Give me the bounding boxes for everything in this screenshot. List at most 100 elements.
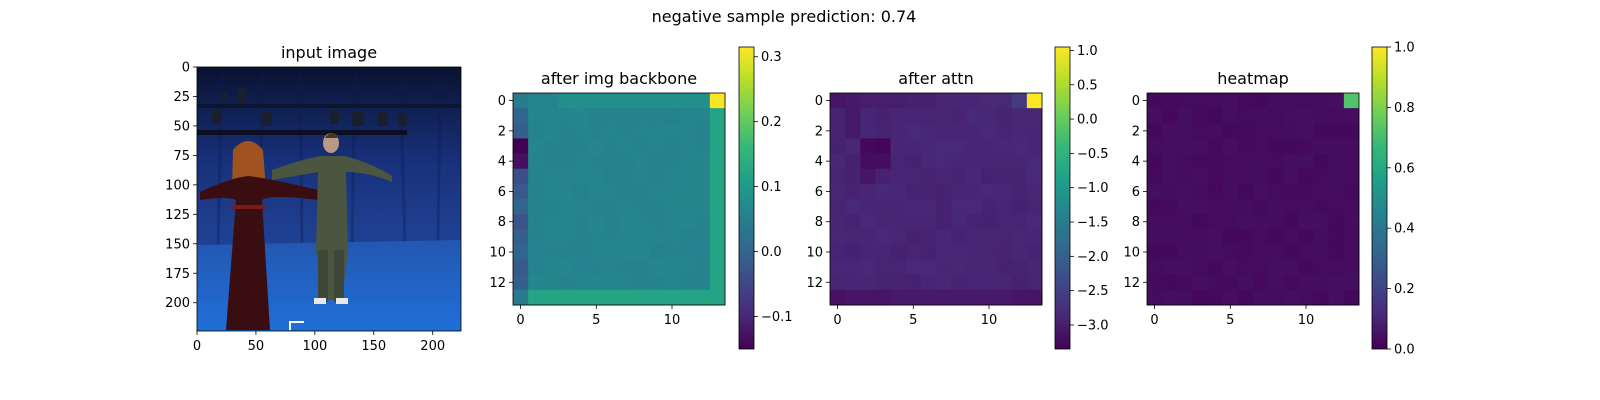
heatmap-cell: [890, 259, 907, 276]
input-photo: [197, 67, 461, 331]
heatmap-cell: [875, 229, 891, 245]
heatmap-cell: [996, 108, 1013, 124]
x-tick-label: 0: [193, 339, 201, 354]
heatmap-cell: [513, 244, 529, 260]
heatmap-cell: [875, 274, 891, 291]
heatmap-cell: [1283, 138, 1299, 154]
heatmap-cell: [543, 168, 559, 185]
heatmap-cell: [1268, 183, 1284, 200]
colorbar-tick-label: 0.0: [1394, 343, 1415, 358]
heatmap-cell: [543, 244, 559, 260]
y-tick-label: 6: [498, 185, 506, 200]
heatmap-cell: [573, 183, 590, 200]
heatmap-cell: [936, 168, 952, 185]
heatmap-cell: [1011, 274, 1028, 291]
heatmap-cell: [1253, 138, 1269, 154]
heatmap-cell: [860, 259, 876, 276]
heatmap-cell: [588, 153, 605, 170]
heatmap-cell: [890, 229, 907, 245]
heatmap-cell: [981, 214, 997, 230]
heatmap-cell: [860, 289, 876, 306]
heatmap-cell: [649, 183, 665, 200]
heatmap-cell: [694, 229, 711, 245]
heatmap-cell: [951, 199, 967, 215]
heatmap-cell: [634, 289, 650, 306]
heatmap-cell: [1268, 244, 1284, 260]
heatmap-cell: [679, 214, 696, 230]
heatmap-cell: [830, 183, 846, 200]
heatmap-cell: [1298, 214, 1314, 230]
y-tick-label: 50: [173, 119, 190, 134]
heatmap-cell: [1253, 244, 1269, 260]
heatmap-cell: [1147, 214, 1163, 230]
heatmap-cell: [664, 108, 680, 124]
heatmap-cell: [890, 138, 907, 154]
heatmap-cell: [920, 153, 937, 170]
heatmap-cell: [1313, 244, 1330, 260]
heatmap-cell: [1207, 289, 1224, 306]
y-tick-label: 8: [498, 215, 506, 230]
heatmap-cell: [1328, 108, 1345, 124]
heatmap-cell: [679, 199, 696, 215]
heatmap-cell: [1343, 183, 1360, 200]
heatmap-cell: [1011, 229, 1028, 245]
heatmap-cell: [845, 153, 861, 170]
x-tick-label: 150: [361, 339, 386, 354]
heatmap-cell: [1177, 153, 1193, 170]
heatmap-cell: [1253, 199, 1269, 215]
heatmap-cell: [1328, 259, 1345, 276]
heatmap-cell: [573, 259, 590, 276]
y-tick-label: 6: [815, 185, 823, 200]
y-tick-label: 8: [1132, 215, 1140, 230]
heatmap-cell: [603, 123, 620, 139]
person-woman: [200, 141, 318, 330]
colorbar-tick-label: −0.5: [1077, 147, 1109, 162]
heatmap-cell: [513, 259, 529, 276]
panel-after-attn: after attn 0 5 10 0 2 4 6 8 10 12 −3.0 −2.5 −2.0 −1.…: [806, 44, 1109, 350]
heatmap-cell: [1328, 199, 1345, 215]
heatmap-cell: [905, 259, 922, 276]
heatmap-cell: [981, 289, 997, 306]
heatmap-cell: [573, 138, 590, 154]
heatmap-cell: [649, 138, 665, 154]
heatmap-cell: [1207, 123, 1224, 139]
heatmap-cell: [649, 168, 665, 185]
heatmap-cell: [1026, 229, 1043, 245]
heatmap-cell: [619, 108, 635, 124]
heatmap-cell: [1298, 123, 1314, 139]
colorbar-tick-label: 0.3: [761, 50, 782, 65]
heatmap-cell: [528, 93, 544, 109]
heatmap-cell: [1207, 244, 1224, 260]
heatmap-cell: [528, 214, 544, 230]
heatmap-cell: [951, 108, 967, 124]
heatmap-cell: [1192, 168, 1208, 185]
heatmap-cell: [513, 199, 529, 215]
heatmap-cell: [1237, 244, 1254, 260]
heatmap-cell: [558, 289, 574, 306]
heatmap-cell: [1268, 123, 1284, 139]
heatmap-cell: [588, 168, 605, 185]
heatmap-cell: [1162, 138, 1178, 154]
heatmap-cell: [860, 199, 876, 215]
heatmap-cell: [1177, 168, 1193, 185]
heatmap-cell: [603, 108, 620, 124]
heatmap-cell: [1313, 274, 1330, 291]
heatmap-cell: [649, 93, 665, 109]
colorbar-tick-label: 0.6: [1394, 161, 1415, 176]
heatmap-cell: [1011, 153, 1028, 170]
y-tick-label: 4: [815, 155, 823, 170]
heatmap-cell: [920, 244, 937, 260]
heatmap-cell: [664, 259, 680, 276]
heatmap-cell: [951, 93, 967, 109]
heatmap-cell: [1237, 229, 1254, 245]
heatmap-cell: [1268, 138, 1284, 154]
y-tick-label: 12: [806, 276, 823, 291]
heatmap-cell: [528, 289, 544, 306]
heatmap-cell: [905, 274, 922, 291]
heatmap-cell: [543, 108, 559, 124]
heatmap-cell: [1222, 108, 1239, 124]
y-tick-label: 0: [815, 94, 823, 109]
heatmap-cell: [1222, 259, 1239, 276]
heatmap-cell: [1283, 289, 1299, 306]
